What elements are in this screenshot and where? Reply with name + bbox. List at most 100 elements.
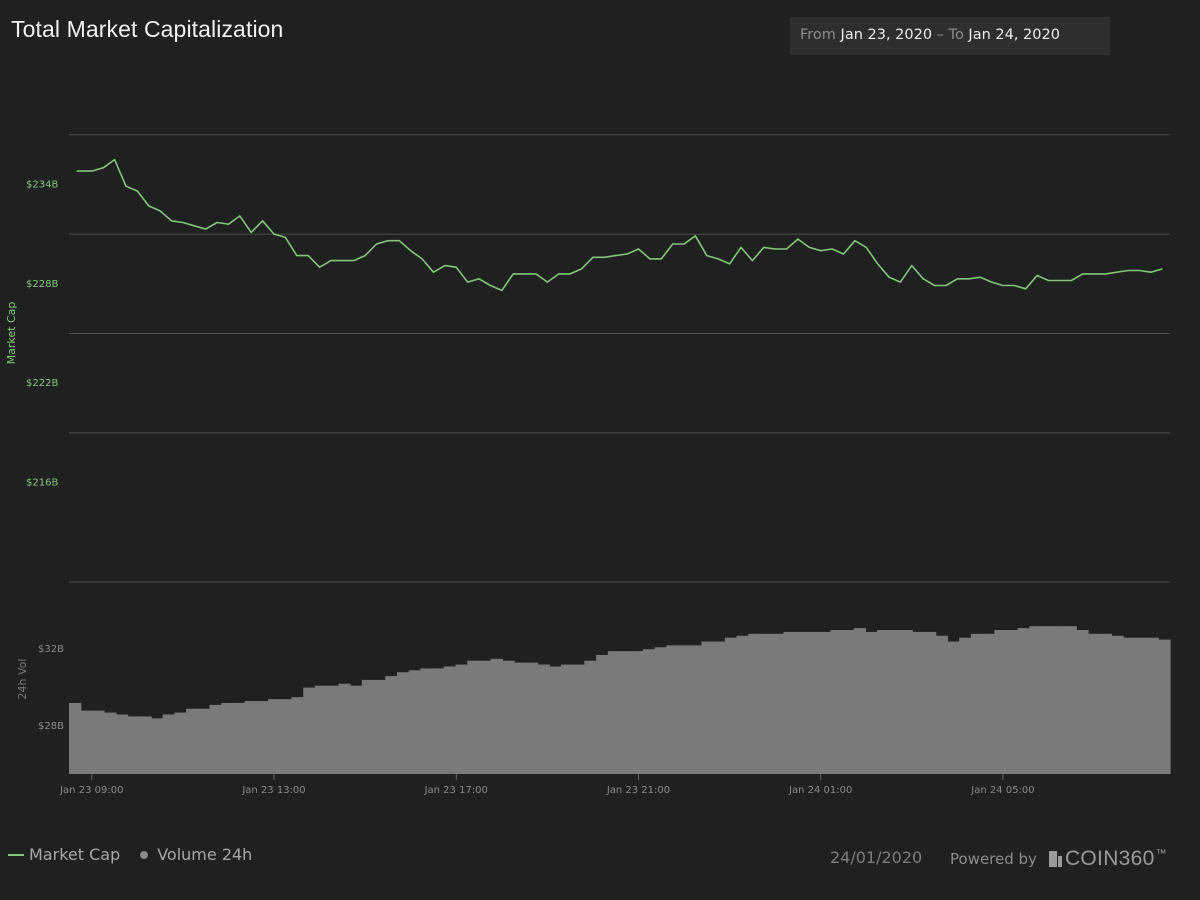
volume-bar[interactable]	[678, 645, 691, 774]
volume-bar[interactable]	[221, 702, 234, 774]
volume-bar[interactable]	[806, 631, 820, 774]
volume-bar[interactable]	[408, 670, 421, 774]
volume-bar[interactable]	[642, 649, 656, 774]
brand-logo[interactable]: COIN360 ™	[1048, 847, 1167, 871]
volume-bar[interactable]	[1111, 635, 1124, 774]
volume-bar[interactable]	[1123, 637, 1136, 774]
volume-bar[interactable]	[724, 637, 738, 774]
volume-bar[interactable]	[92, 710, 105, 774]
legend-item-volume[interactable]: Volume 24h	[140, 845, 252, 864]
volume-bar[interactable]	[291, 697, 304, 774]
volume-bar[interactable]	[385, 676, 398, 774]
volume-bar[interactable]	[373, 679, 386, 774]
volume-bar[interactable]	[701, 641, 714, 774]
volume-bar[interactable]	[713, 641, 726, 774]
volume-bar[interactable]	[490, 658, 503, 774]
volume-bar[interactable]	[736, 635, 749, 774]
volume-bar[interactable]	[1017, 628, 1031, 774]
range-to-value[interactable]: Jan 24, 2020	[968, 27, 1060, 43]
volume-bar[interactable]	[900, 630, 913, 774]
volume-bar[interactable]	[1134, 637, 1148, 774]
volume-bar[interactable]	[209, 704, 222, 774]
volume-bar[interactable]	[232, 702, 246, 774]
volume-bar[interactable]	[350, 685, 363, 774]
volume-bar[interactable]	[174, 712, 187, 774]
volume-bar[interactable]	[1064, 626, 1077, 774]
volume-bar[interactable]	[1158, 639, 1171, 774]
volume-bar[interactable]	[268, 699, 281, 774]
volume-bar[interactable]	[842, 630, 855, 774]
volume-bar[interactable]	[830, 630, 843, 774]
volume-bar[interactable]	[361, 679, 375, 774]
volume-bar[interactable]	[256, 701, 269, 774]
volume-bar[interactable]	[689, 645, 703, 774]
volume-bar[interactable]	[783, 631, 796, 774]
volume-bar[interactable]	[877, 630, 890, 774]
volume-bar[interactable]	[935, 635, 949, 774]
volume-bar[interactable]	[1006, 630, 1019, 774]
volume-bar[interactable]	[572, 664, 585, 774]
volume-bar[interactable]	[912, 631, 925, 774]
market-cap-line[interactable]	[76, 158, 1163, 292]
volume-bar[interactable]	[666, 645, 679, 774]
volume-bar[interactable]	[1029, 626, 1042, 774]
volume-bar[interactable]	[467, 660, 480, 774]
volume-bar[interactable]	[314, 685, 328, 774]
volume-bar[interactable]	[619, 651, 632, 774]
volume-bar[interactable]	[443, 666, 457, 774]
volume-bar[interactable]	[1041, 626, 1054, 774]
volume-bar[interactable]	[584, 660, 597, 774]
volume-bar[interactable]	[303, 687, 316, 774]
date-range-picker[interactable]: From Jan 23, 2020 – To Jan 24, 2020	[790, 17, 1110, 55]
volume-bar[interactable]	[1052, 626, 1066, 774]
volume-bar[interactable]	[631, 651, 644, 774]
range-from-value[interactable]: Jan 23, 2020	[840, 27, 933, 43]
volume-bar[interactable]	[197, 708, 211, 774]
volume-bar[interactable]	[947, 641, 960, 774]
volume-bar[interactable]	[455, 664, 468, 774]
volume-bar[interactable]	[186, 708, 199, 774]
volume-bar[interactable]	[338, 683, 351, 774]
volume-bar[interactable]	[69, 702, 82, 774]
volume-bar[interactable]	[115, 714, 129, 774]
volume-bar[interactable]	[959, 637, 972, 774]
volume-bar[interactable]	[150, 718, 164, 774]
volume-bar[interactable]	[888, 630, 902, 774]
volume-bar[interactable]	[1076, 630, 1089, 774]
volume-bar[interactable]	[279, 699, 293, 774]
volume-bar[interactable]	[853, 628, 867, 774]
volume-bar[interactable]	[244, 701, 258, 774]
volume-bar[interactable]	[80, 710, 94, 774]
volume-bar[interactable]	[525, 662, 539, 774]
volume-bar[interactable]	[432, 668, 445, 774]
volume-bar[interactable]	[560, 664, 574, 774]
volume-bar[interactable]	[549, 666, 562, 774]
volume-bar[interactable]	[748, 633, 761, 774]
volume-bar[interactable]	[139, 716, 152, 774]
volume-bar[interactable]	[1088, 633, 1101, 774]
volume-bar[interactable]	[127, 716, 140, 774]
volume-bar[interactable]	[970, 633, 984, 774]
volume-bar[interactable]	[420, 668, 433, 774]
volume-bar[interactable]	[994, 630, 1007, 774]
volume-bar[interactable]	[654, 647, 667, 774]
volume-bar[interactable]	[924, 631, 937, 774]
volume-bar[interactable]	[795, 631, 808, 774]
volume-bar[interactable]	[514, 662, 527, 774]
volume-bar[interactable]	[760, 633, 773, 774]
volume-bar[interactable]	[865, 631, 878, 774]
volume-bar[interactable]	[596, 654, 609, 774]
volume-bar[interactable]	[818, 631, 831, 774]
volume-bar[interactable]	[1099, 633, 1113, 774]
volume-bar[interactable]	[396, 672, 410, 774]
volume-bar[interactable]	[502, 660, 515, 774]
volume-bar[interactable]	[771, 633, 785, 774]
volume-bar[interactable]	[326, 685, 339, 774]
volume-bar[interactable]	[607, 651, 621, 774]
legend-item-market-cap[interactable]: Market Cap	[8, 845, 120, 864]
volume-bar[interactable]	[1146, 637, 1159, 774]
volume-bar[interactable]	[162, 714, 176, 774]
volume-bar[interactable]	[537, 664, 550, 774]
volume-bar[interactable]	[478, 660, 492, 774]
